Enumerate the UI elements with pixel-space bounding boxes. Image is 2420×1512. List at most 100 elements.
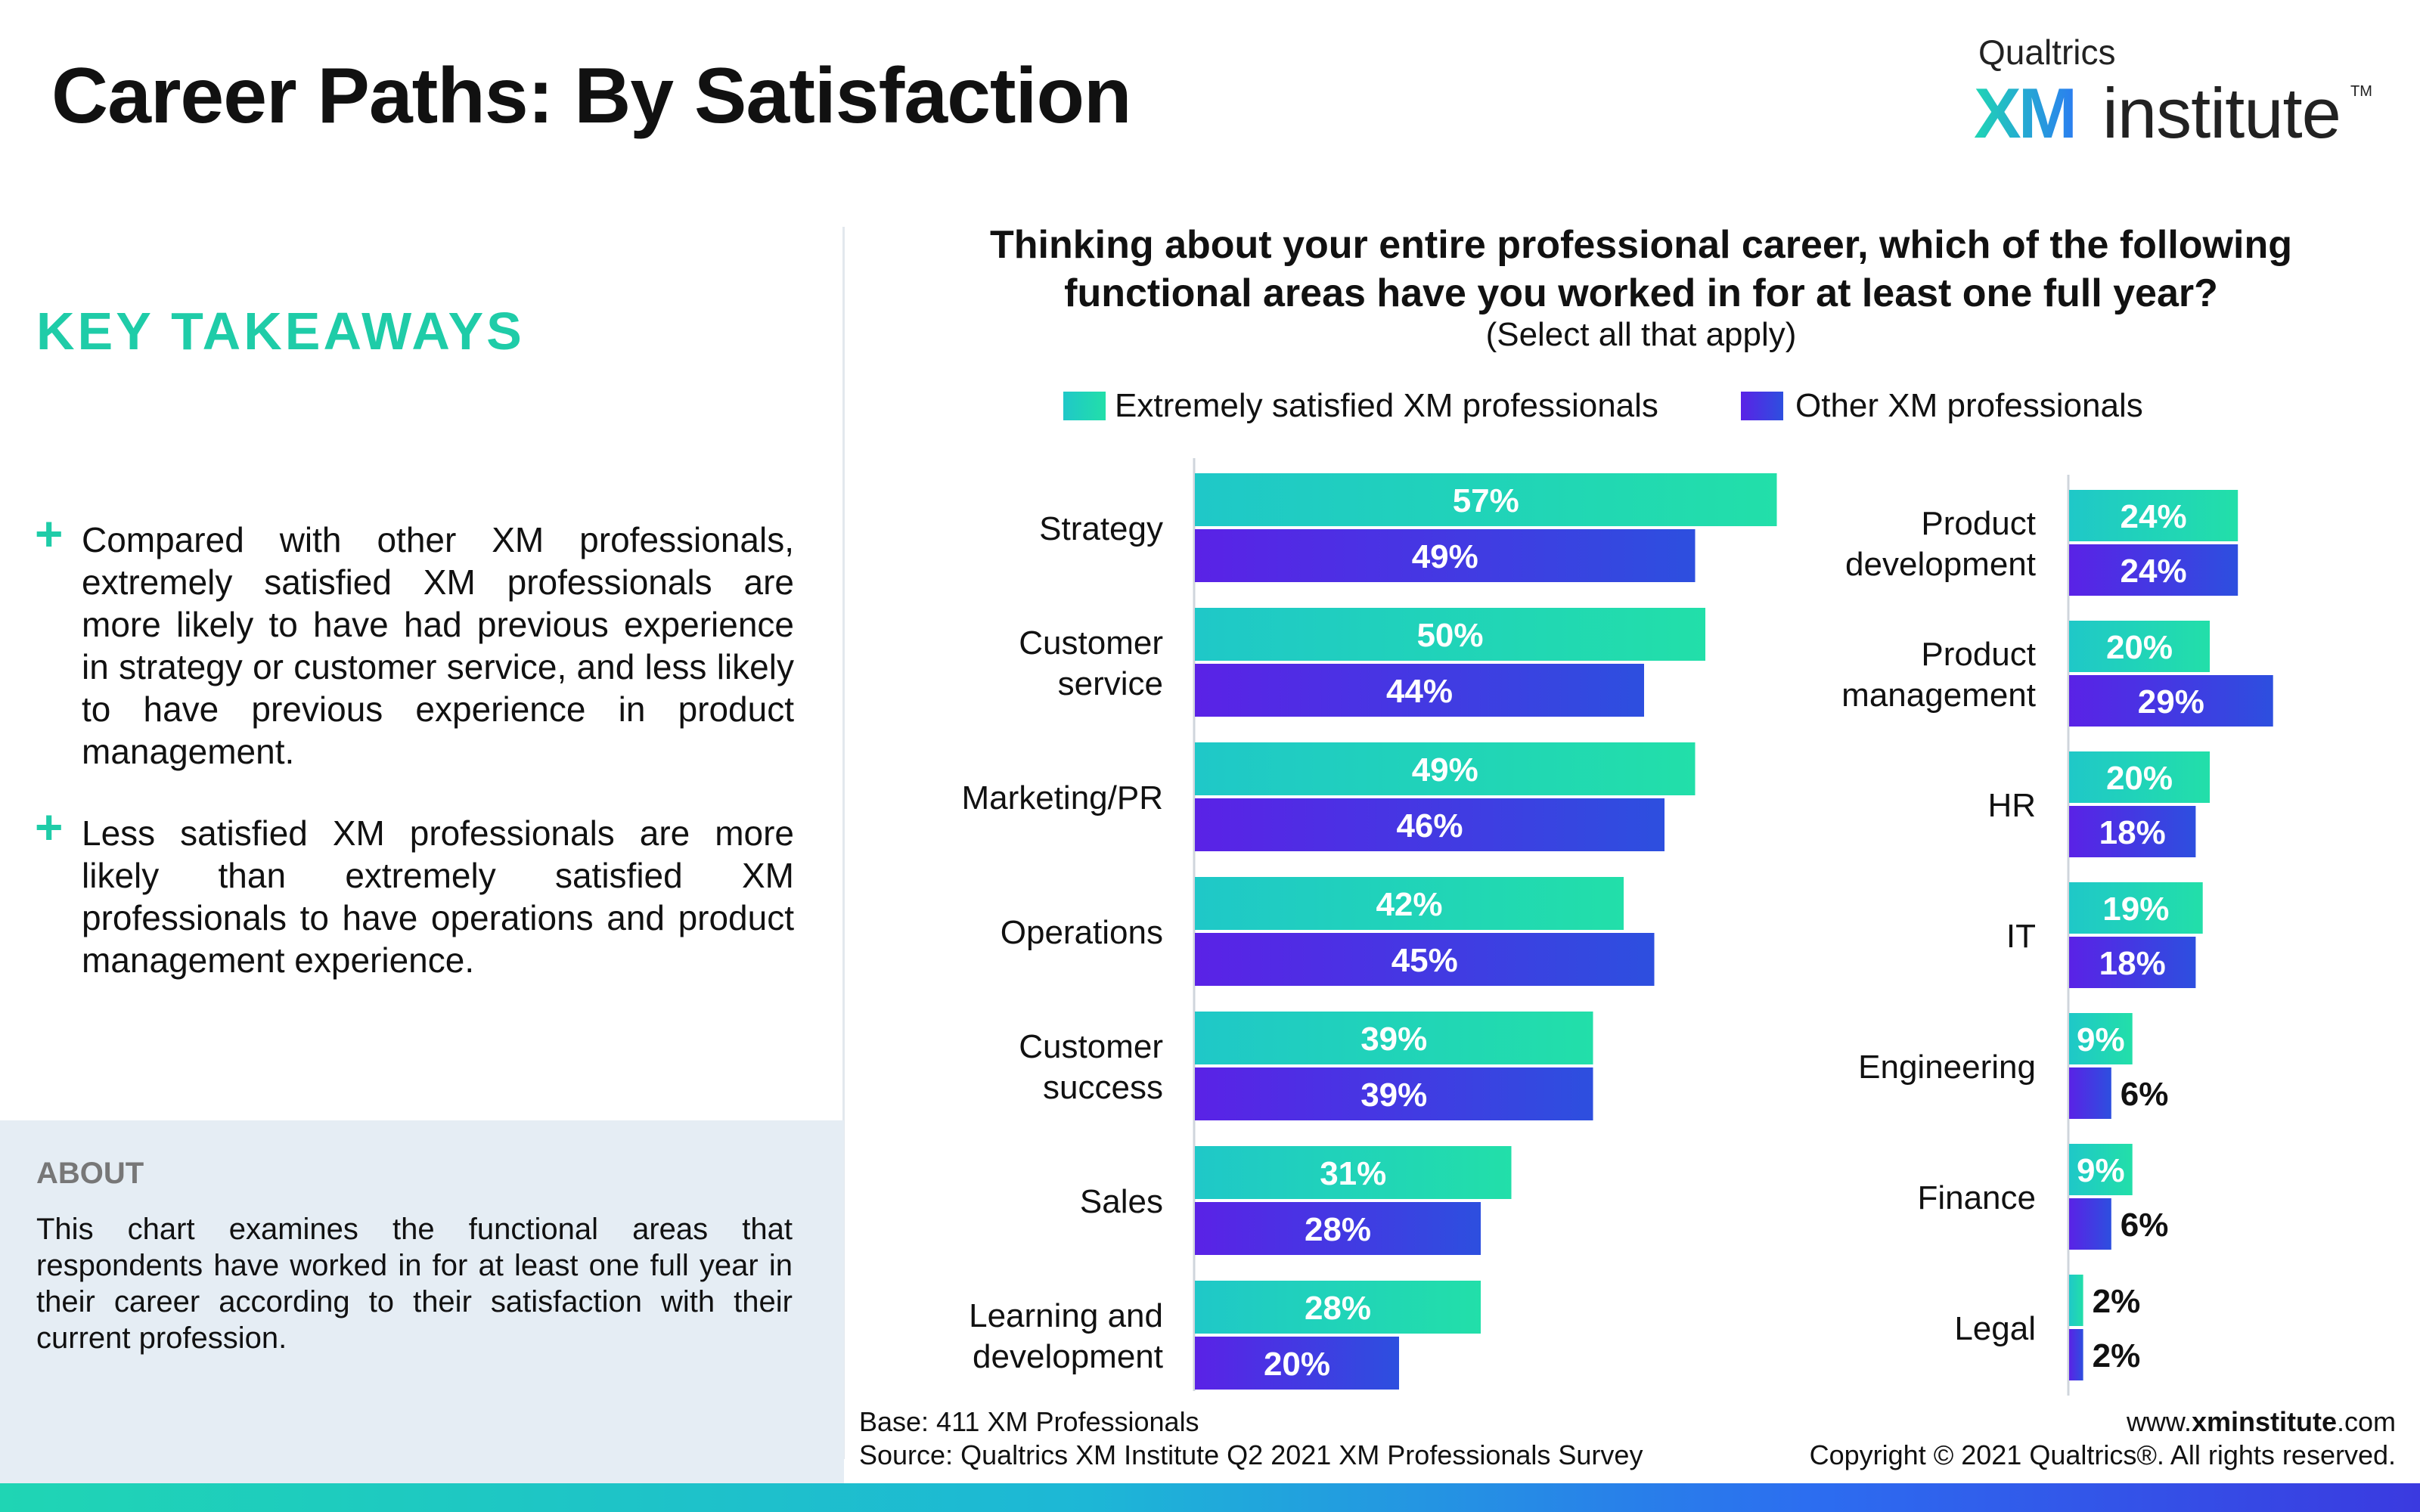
- bar-other-product-development: [2069, 544, 2238, 596]
- logo-trademark: TM: [2350, 83, 2372, 100]
- bar-extremely-satisfied-finance: [2069, 1144, 2133, 1195]
- key-takeaways-heading: KEY TAKEAWAYS: [36, 302, 525, 361]
- category-label-legal: Legal: [1954, 1310, 2036, 1347]
- data-label-extremely-satisfied-hr: 20%: [2106, 760, 2173, 797]
- plus-icon: +: [35, 800, 64, 854]
- page-title: Career Paths: By Satisfaction: [51, 52, 1132, 140]
- data-label-other-legal: 2%: [2093, 1337, 2141, 1374]
- footer-base: Base: 411 XM Professionals: [859, 1406, 1199, 1437]
- bar-other-strategy: [1195, 529, 1696, 582]
- legend-swatch-extremely-satisfied: [1063, 392, 1106, 420]
- data-label-extremely-satisfied-engineering: 9%: [2077, 1021, 2125, 1058]
- data-label-extremely-satisfied-finance: 9%: [2077, 1152, 2125, 1189]
- logo-institute-text: institute: [2102, 73, 2341, 153]
- category-label-finance: Finance: [1917, 1179, 2036, 1216]
- column-divider: [842, 227, 845, 1459]
- category-label-sales: Sales: [1080, 1183, 1163, 1220]
- bar-extremely-satisfied-product-management: [2069, 621, 2210, 672]
- category-label-product-development: development: [1845, 546, 2036, 583]
- data-label-extremely-satisfied-sales: 31%: [1320, 1155, 1386, 1192]
- bar-other-it: [2069, 937, 2196, 988]
- bar-extremely-satisfied-product-development: [2069, 490, 2238, 541]
- data-label-other-strategy: 49%: [1412, 538, 1478, 575]
- plus-icon: +: [35, 507, 64, 561]
- category-label-product-management: management: [1841, 677, 2036, 714]
- data-label-other-finance: 6%: [2121, 1207, 2169, 1244]
- category-label-customer-service: service: [1058, 665, 1163, 702]
- data-label-extremely-satisfied-legal: 2%: [2093, 1283, 2141, 1320]
- chart-question-line-1: Thinking about your entire professional …: [990, 223, 2292, 267]
- logo-qualtrics-text: Qualtrics: [1978, 33, 2116, 72]
- data-label-other-marketing-pr: 46%: [1396, 807, 1463, 844]
- data-label-other-sales: 28%: [1305, 1211, 1371, 1248]
- bar-other-operations: [1195, 933, 1655, 986]
- bar-other-marketing-pr: [1195, 798, 1665, 851]
- about-text: This chart examines the functional areas…: [36, 1213, 793, 1355]
- legend-swatch-other: [1741, 392, 1783, 420]
- takeaway-2: Less satisfied XM professionals are more…: [82, 813, 794, 980]
- bar-extremely-satisfied-sales: [1195, 1146, 1512, 1199]
- category-label-hr: HR: [1987, 787, 2036, 824]
- qualtrics-xm-institute-logo: Qualtrics XM institute TM: [1974, 29, 2372, 153]
- bar-extremely-satisfied-strategy: [1195, 473, 1777, 526]
- bar-other-engineering: [2069, 1067, 2111, 1119]
- category-label-learning-and-development: development: [973, 1338, 1163, 1375]
- data-label-extremely-satisfied-marketing-pr: 49%: [1412, 751, 1478, 789]
- bar-extremely-satisfied-customer-success: [1195, 1012, 1593, 1064]
- chart-question-title: Thinking about your entire professional …: [900, 221, 2382, 318]
- footer-url-domain: xminstitute: [2191, 1406, 2337, 1437]
- bar-extremely-satisfied-hr: [2069, 751, 2210, 803]
- bar-other-hr: [2069, 806, 2196, 857]
- about-panel: [0, 1120, 844, 1483]
- data-label-extremely-satisfied-strategy: 57%: [1453, 482, 1519, 519]
- category-label-engineering: Engineering: [1858, 1049, 2036, 1086]
- bar-extremely-satisfied-operations: [1195, 877, 1624, 930]
- bottom-gradient-bar: [0, 1483, 2420, 1512]
- data-label-other-it: 18%: [2099, 945, 2166, 982]
- data-label-other-customer-success: 39%: [1360, 1077, 1427, 1114]
- category-label-customer-service: Customer: [1019, 624, 1163, 662]
- footer-url-prefix: www.: [2126, 1406, 2192, 1437]
- data-label-extremely-satisfied-it: 19%: [2102, 891, 2169, 928]
- data-label-other-product-management: 29%: [2138, 683, 2204, 720]
- chart-question-line-2: functional areas have you worked in for …: [1064, 271, 2218, 315]
- bar-other-customer-success: [1195, 1067, 1593, 1120]
- chart-subtitle: (Select all that apply): [1485, 316, 1797, 353]
- data-label-extremely-satisfied-operations: 42%: [1376, 886, 1442, 923]
- bar-other-customer-service: [1195, 664, 1644, 717]
- bar-other-legal: [2069, 1329, 2083, 1380]
- bar-other-sales: [1195, 1202, 1481, 1255]
- data-label-extremely-satisfied-customer-success: 39%: [1360, 1021, 1427, 1058]
- category-label-customer-success: success: [1043, 1069, 1163, 1106]
- category-label-operations: Operations: [1001, 914, 1163, 951]
- bar-extremely-satisfied-legal: [2069, 1275, 2083, 1326]
- data-label-extremely-satisfied-product-development: 24%: [2121, 498, 2187, 535]
- category-label-customer-success: Customer: [1019, 1028, 1163, 1065]
- bar-extremely-satisfied-it: [2069, 882, 2203, 934]
- data-label-other-learning-and-development: 20%: [1264, 1346, 1330, 1383]
- bar-extremely-satisfied-learning-and-development: [1195, 1281, 1481, 1334]
- data-label-other-customer-service: 44%: [1386, 673, 1453, 710]
- bar-extremely-satisfied-marketing-pr: [1195, 742, 1696, 795]
- data-label-other-product-development: 24%: [2121, 553, 2187, 590]
- category-label-product-management: Product: [1921, 636, 2036, 673]
- data-label-extremely-satisfied-learning-and-development: 28%: [1305, 1290, 1371, 1327]
- footer-url-suffix: .com: [2336, 1406, 2396, 1437]
- category-label-strategy: Strategy: [1039, 510, 1163, 547]
- logo-xm-text: XM: [1974, 73, 2077, 153]
- legend-label-other: Other XM professionals: [1795, 387, 2143, 424]
- data-label-extremely-satisfied-customer-service: 50%: [1416, 617, 1483, 654]
- footer-source: Source: Qualtrics XM Institute Q2 2021 X…: [859, 1439, 1643, 1470]
- bar-other-product-management: [2069, 675, 2273, 727]
- category-label-product-development: Product: [1921, 505, 2036, 542]
- footer-website-link[interactable]: www.xminstitute.com: [2127, 1406, 2396, 1438]
- bar-other-learning-and-development: [1195, 1337, 1399, 1390]
- category-label-it: IT: [2006, 918, 2036, 955]
- bar-extremely-satisfied-engineering: [2069, 1013, 2133, 1064]
- category-label-marketing-pr: Marketing/PR: [961, 779, 1163, 816]
- legend-label-extremely-satisfied: Extremely satisfied XM professionals: [1115, 387, 1658, 424]
- data-label-extremely-satisfied-product-management: 20%: [2106, 629, 2173, 666]
- data-label-other-engineering: 6%: [2121, 1076, 2169, 1113]
- about-heading: ABOUT: [36, 1157, 144, 1190]
